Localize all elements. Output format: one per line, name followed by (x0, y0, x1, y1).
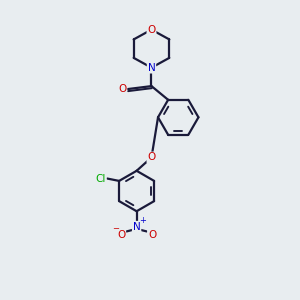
Text: O: O (147, 152, 156, 162)
Text: Cl: Cl (95, 173, 106, 184)
Text: N: N (133, 222, 140, 232)
Text: −: − (112, 225, 119, 234)
Text: N: N (148, 63, 155, 73)
Text: O: O (147, 25, 156, 34)
Text: O: O (118, 84, 127, 94)
Text: O: O (117, 230, 125, 240)
Text: O: O (148, 230, 156, 240)
Text: +: + (139, 216, 146, 225)
